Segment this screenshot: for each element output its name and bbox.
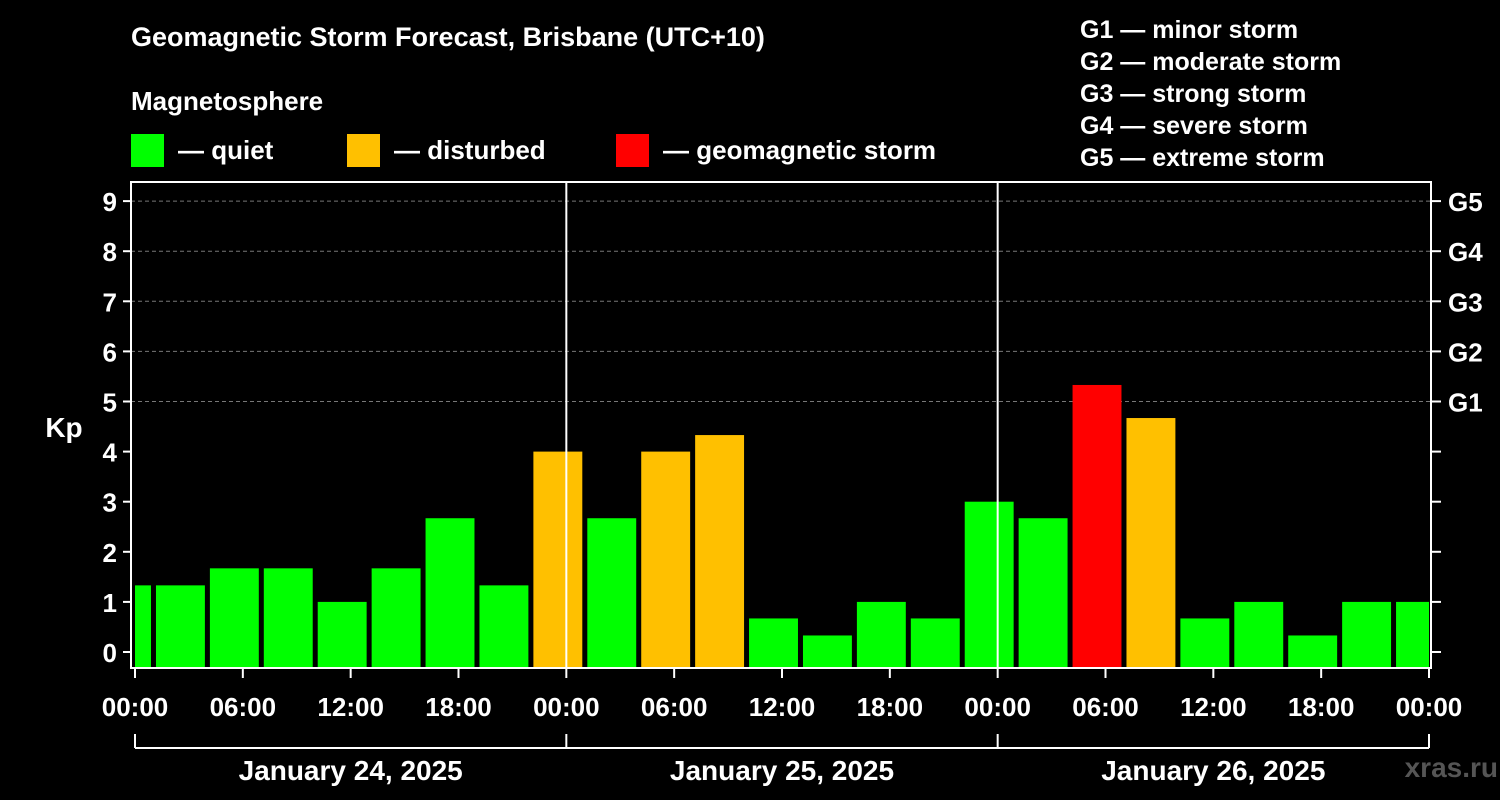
watermark: xras.ru — [1404, 752, 1498, 783]
day-label: January 26, 2025 — [1101, 755, 1325, 786]
scale-g2: G2 — moderate storm — [1080, 48, 1342, 76]
kp-bar — [641, 451, 691, 668]
kp-bar — [1018, 518, 1068, 668]
chart-title: Geomagnetic Storm Forecast, Brisbane (UT… — [131, 22, 765, 52]
x-tick-label: 00:00 — [1396, 692, 1463, 722]
x-tick-label: 00:00 — [533, 692, 600, 722]
kp-bar — [155, 585, 205, 668]
legend-title: Magnetosphere — [131, 86, 324, 116]
g-scale-label: G3 — [1448, 287, 1483, 317]
legend-swatch-storm — [616, 134, 649, 167]
x-tick-label: 06:00 — [1072, 692, 1139, 722]
y-tick-label: 4 — [103, 438, 118, 468]
y-tick-label: 3 — [103, 488, 117, 518]
kp-bar — [1342, 601, 1392, 668]
y-axis-label: Kp — [45, 412, 82, 443]
y-tick-label: 7 — [103, 287, 117, 317]
y-tick-label: 6 — [103, 337, 117, 367]
kp-bar — [1072, 384, 1122, 668]
legend-label-storm: — geomagnetic storm — [663, 135, 937, 165]
kp-bar — [1396, 601, 1429, 668]
kp-bar — [1288, 635, 1338, 668]
x-tick-label: 18:00 — [857, 692, 924, 722]
kp-bar — [587, 518, 637, 668]
g-scale-label: G2 — [1448, 337, 1483, 367]
y-tick-label: 0 — [103, 638, 117, 668]
legend-label-disturbed: — disturbed — [394, 135, 546, 165]
legend-item-disturbed: — disturbed — [347, 134, 546, 167]
scale-g5: G5 — extreme storm — [1080, 144, 1325, 172]
legend-swatch-quiet — [131, 134, 164, 167]
storm-scale-legend: G1 — minor storm G2 — moderate storm G3 … — [1080, 14, 1341, 174]
kp-bar — [135, 585, 151, 668]
scale-g3: G3 — strong storm — [1080, 80, 1307, 108]
g-scale-label: G5 — [1448, 187, 1483, 217]
legend-swatch-disturbed — [347, 134, 380, 167]
x-tick-label: 12:00 — [317, 692, 384, 722]
kp-bar — [371, 568, 421, 668]
g-scale-label: G4 — [1448, 237, 1483, 267]
kp-bar — [802, 635, 852, 668]
kp-bar — [209, 568, 259, 668]
kp-bar — [479, 585, 529, 668]
x-tick-label: 12:00 — [1180, 692, 1247, 722]
g-scale-label: G1 — [1448, 388, 1483, 418]
kp-bar — [1126, 418, 1176, 668]
x-tick-label: 06:00 — [210, 692, 277, 722]
kp-bar — [263, 568, 313, 668]
x-tick-label: 18:00 — [1288, 692, 1355, 722]
y-tick-label: 1 — [103, 588, 117, 618]
y-tick-label: 2 — [103, 538, 117, 568]
kp-bar — [1180, 618, 1230, 668]
legend-item-quiet: — quiet — [131, 134, 273, 167]
kp-bar — [317, 601, 367, 668]
y-tick-label: 5 — [103, 388, 117, 418]
kp-bar — [749, 618, 798, 668]
x-tick-label: 06:00 — [641, 692, 708, 722]
scale-g4: G4 — severe storm — [1080, 112, 1308, 140]
x-tick-label: 18:00 — [425, 692, 492, 722]
kp-bar — [425, 518, 475, 668]
x-tick-label: 00:00 — [964, 692, 1031, 722]
x-tick-label: 00:00 — [102, 692, 169, 722]
plot-frame — [130, 181, 1432, 669]
scale-g1: G1 — minor storm — [1080, 16, 1299, 44]
kp-bar — [910, 618, 960, 668]
y-tick-label: 8 — [103, 237, 117, 267]
kp-bar — [964, 501, 1014, 668]
day-label: January 25, 2025 — [670, 755, 894, 786]
kp-bar — [695, 435, 745, 668]
kp-bar — [1234, 601, 1284, 668]
kp-bar — [856, 601, 906, 668]
kp-bar — [533, 451, 583, 668]
y-tick-label: 9 — [103, 187, 117, 217]
legend-item-storm: — geomagnetic storm — [616, 134, 936, 167]
day-label: January 24, 2025 — [239, 755, 463, 786]
x-tick-label: 12:00 — [749, 692, 816, 722]
legend-label-quiet: — quiet — [178, 135, 274, 165]
